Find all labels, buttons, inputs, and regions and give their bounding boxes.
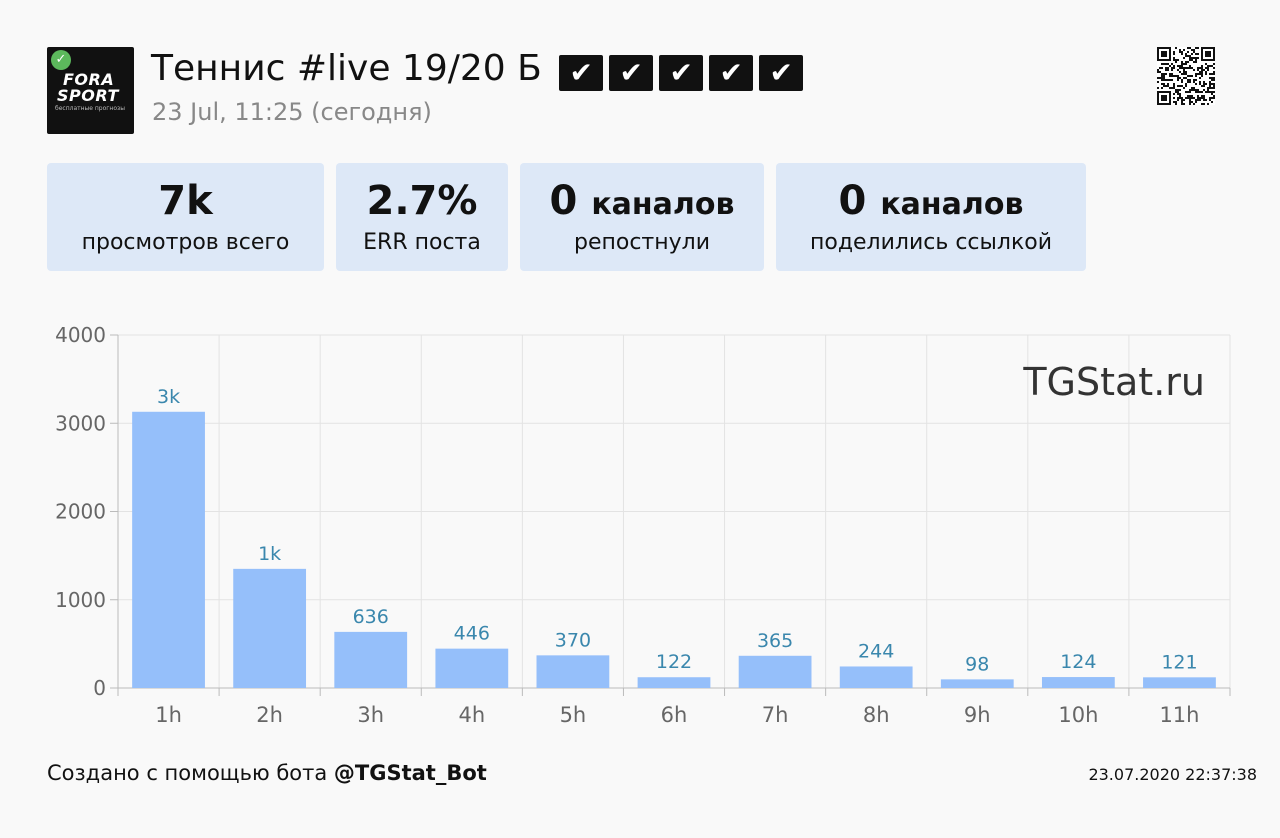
bar <box>536 655 610 688</box>
x-tick-label: 1h <box>155 703 182 727</box>
data-label: 365 <box>757 630 793 652</box>
stat-label: ERR поста <box>363 230 481 255</box>
data-label: 121 <box>1161 651 1197 673</box>
x-tick-label: 7h <box>762 703 789 727</box>
y-tick-label: 0 <box>93 676 106 700</box>
checkmark-box-icon: ✔ <box>759 55 804 91</box>
x-tick-label: 9h <box>964 703 991 727</box>
stat-label: репостнули <box>573 230 711 255</box>
y-tick-label: 1000 <box>55 588 106 612</box>
stat-label: поделились ссылкой <box>809 230 1053 255</box>
stat-value: 0 <box>549 178 578 224</box>
checkmark-box-icon: ✔ <box>659 55 704 91</box>
bar <box>839 666 913 688</box>
post-date: 23 Jul, 11:25 (сегодня) <box>152 98 432 126</box>
qr-code-icon <box>1157 47 1215 105</box>
stat-value: 0 <box>838 178 867 224</box>
bar <box>233 568 307 688</box>
bar <box>1041 677 1115 688</box>
channel-logo: ✓ FORA SPORT бесплатные прогнозы <box>47 47 134 134</box>
logo-tagline: бесплатные прогнозы <box>55 105 125 112</box>
bar <box>738 655 812 688</box>
data-label: 3k <box>157 386 180 408</box>
data-label: 446 <box>454 623 490 645</box>
x-tick-label: 4h <box>458 703 485 727</box>
post-title-text: Теннис #live 19/20 Б <box>151 48 542 89</box>
data-label: 636 <box>353 606 389 628</box>
bar <box>334 631 408 688</box>
data-label: 98 <box>965 653 989 675</box>
y-tick-label: 3000 <box>55 411 106 435</box>
checkmark-box-icon: ✔ <box>609 55 654 91</box>
stat-unit: каналов <box>591 187 735 222</box>
stat-label: просмотров всего <box>81 230 290 255</box>
stat-card-reposts: 0 каналов репостнули <box>520 163 764 271</box>
watermark-text: TGStat.ru <box>1022 360 1205 404</box>
bar <box>435 648 509 688</box>
x-tick-label: 3h <box>357 703 384 727</box>
x-tick-label: 11h <box>1159 703 1199 727</box>
y-tick-label: 4000 <box>55 323 106 347</box>
footer-created-text: Создано с помощью бота <box>47 761 334 785</box>
data-label: 370 <box>555 629 591 651</box>
verified-check-icon: ✓ <box>51 50 71 70</box>
data-label: 124 <box>1060 651 1096 673</box>
checkmark-box-icon: ✔ <box>559 55 604 91</box>
checkmark-box-icon: ✔ <box>709 55 754 91</box>
x-tick-label: 10h <box>1058 703 1098 727</box>
data-label: 244 <box>858 640 894 662</box>
bar <box>1143 677 1216 688</box>
post-title: Теннис #live 19/20 Б ✔ ✔ ✔ ✔ ✔ <box>151 47 804 91</box>
stat-value: 2.7% <box>366 178 478 224</box>
x-tick-label: 2h <box>256 703 283 727</box>
views-bar-chart: 0 1000 2000 3000 4000 TGStat.ru 3k 1h 1k 2h 636 3h 4… <box>0 300 1280 744</box>
bar <box>940 679 1014 688</box>
data-label: 122 <box>656 651 692 673</box>
footer-bot-name: @TGStat_Bot <box>333 761 487 785</box>
bar <box>637 677 711 688</box>
x-tick-label: 8h <box>863 703 890 727</box>
post-header: ✓ FORA SPORT бесплатные прогнозы Теннис … <box>47 47 1233 137</box>
stat-unit: каналов <box>880 187 1024 222</box>
x-tick-label: 5h <box>560 703 587 727</box>
data-label: 1k <box>258 543 281 565</box>
bar <box>132 411 205 688</box>
logo-text-line1: FORA <box>63 70 115 89</box>
stat-card-views: 7k просмотров всего <box>47 163 324 271</box>
stat-card-links: 0 каналов поделились ссылкой <box>776 163 1086 271</box>
chart-svg: 0 1000 2000 3000 4000 TGStat.ru 3k 1h 1k 2h 636 3h 4… <box>55 323 1231 727</box>
stat-value: 7k <box>158 178 213 224</box>
logo-text-line2: SPORT <box>57 86 119 105</box>
y-tick-label: 2000 <box>55 500 106 524</box>
stat-card-err: 2.7% ERR поста <box>336 163 508 271</box>
x-tick-label: 6h <box>661 703 688 727</box>
footer-created-by: Создано с помощью бота @TGStat_Bot <box>47 761 487 785</box>
footer-timestamp: 23.07.2020 22:37:38 <box>1088 765 1257 784</box>
